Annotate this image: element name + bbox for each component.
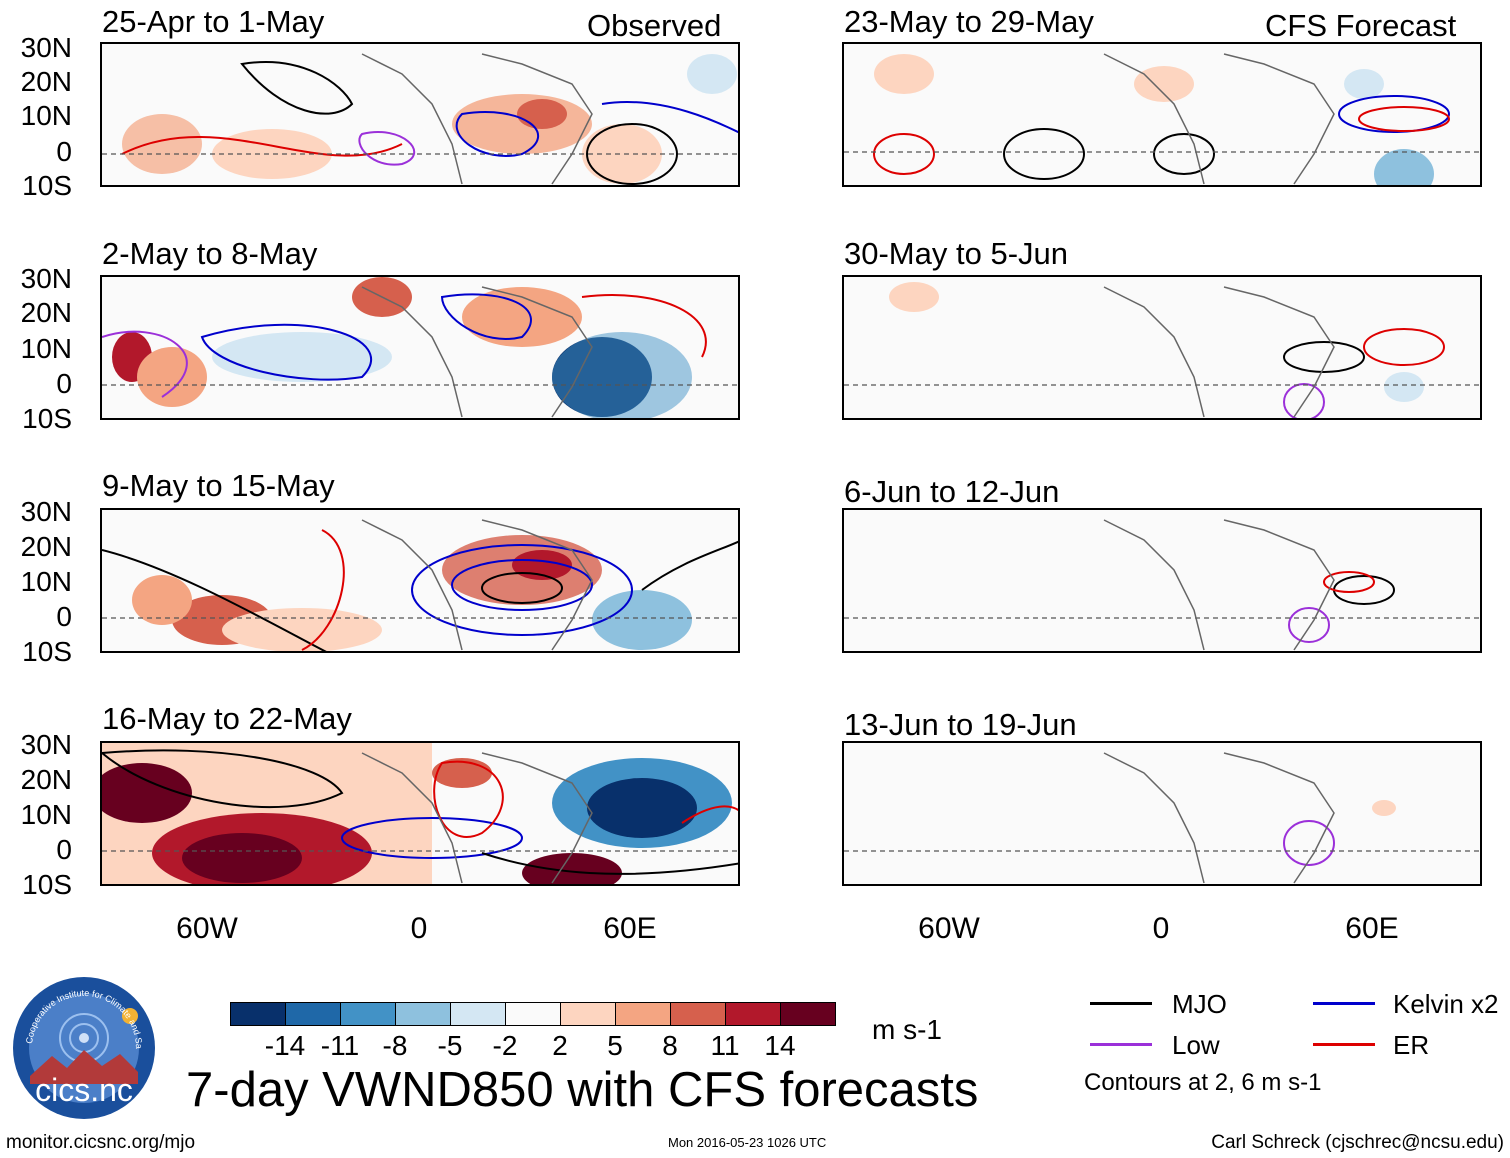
colorbar-cell — [780, 1002, 836, 1026]
lat-label: 20N — [20, 297, 72, 328]
lat-label: 10S — [22, 869, 72, 900]
forecast-header: CFS Forecast — [1265, 8, 1457, 43]
map-panel-left-3 — [100, 508, 740, 653]
lat-label: 10N — [20, 100, 72, 131]
panel-title-left-1: 25-Apr to 1-May — [102, 4, 325, 39]
lon-label-right-60e: 60E — [1345, 912, 1399, 945]
colorbar-cell — [395, 1002, 451, 1026]
footer-url[interactable]: monitor.cicsnc.org/mjo — [6, 1132, 196, 1153]
colorbar-label: 11 — [710, 1030, 740, 1061]
colorbar-unit: m s-1 — [872, 1014, 942, 1045]
lat-label: 10S — [22, 170, 72, 201]
lat-label: 30N — [20, 32, 72, 63]
colorbar-label: -2 — [492, 1030, 518, 1061]
lon-label-right-0: 0 — [1152, 912, 1170, 945]
footer-timestamp: Mon 2016-05-23 1026 UTC — [668, 1135, 827, 1150]
lon-label-right-60w: 60W — [918, 912, 980, 945]
colorbar-cell — [560, 1002, 616, 1026]
colorbar-cell — [615, 1002, 671, 1026]
map-panel-left-4 — [100, 741, 740, 886]
colorbar-cell — [340, 1002, 396, 1026]
lat-label: 20N — [20, 764, 72, 795]
legend-line-er — [1313, 1043, 1375, 1046]
lat-label: 0 — [56, 136, 72, 167]
legend-label-mjo: MJO — [1172, 989, 1227, 1019]
lat-label: 10N — [20, 566, 72, 597]
panel-title-left-3: 9-May to 15-May — [102, 468, 335, 503]
lat-label: 0 — [56, 601, 72, 632]
lon-label-left-60e: 60E — [603, 912, 657, 945]
cicsnc-logo: Cooperative Institute for Climate and Sa… — [9, 968, 156, 1120]
figure-title: 7-day VWND850 with CFS forecasts — [186, 1063, 979, 1117]
colorbar-label: 8 — [662, 1030, 678, 1061]
panel-title-right-1: 23-May to 29-May — [844, 4, 1094, 39]
legend-note: Contours at 2, 6 m s-1 — [1084, 1069, 1322, 1096]
lat-label: 30N — [20, 729, 72, 760]
lon-label-left-60w: 60W — [176, 912, 238, 945]
panel-title-right-4: 13-Jun to 19-Jun — [844, 707, 1077, 742]
colorbar-cell — [230, 1002, 286, 1026]
map-panel-left-1 — [100, 42, 740, 187]
observed-header: Observed — [587, 8, 722, 43]
colorbar-label: -8 — [382, 1030, 408, 1061]
colorbar-cell — [285, 1002, 341, 1026]
colorbar-label: -5 — [437, 1030, 463, 1061]
panel-title-left-4: 16-May to 22-May — [102, 701, 352, 736]
map-panel-right-1 — [842, 42, 1482, 187]
lat-label: 30N — [20, 496, 72, 527]
legend-line-kelvin — [1313, 1002, 1375, 1005]
lat-label: 0 — [56, 368, 72, 399]
legend-line-mjo — [1090, 1002, 1152, 1005]
panel-title-right-2: 30-May to 5-Jun — [844, 236, 1068, 271]
map-panel-right-3 — [842, 508, 1482, 653]
map-panel-right-4 — [842, 741, 1482, 886]
colorbar-cell — [670, 1002, 726, 1026]
footer-author: Carl Schreck (cjschrec@ncsu.edu) — [1211, 1132, 1504, 1153]
lon-label-left-0: 0 — [410, 912, 428, 945]
colorbar-label: 5 — [607, 1030, 623, 1061]
panel-title-left-2: 2-May to 8-May — [102, 236, 318, 271]
colorbar-cell — [450, 1002, 506, 1026]
lat-label: 10N — [20, 799, 72, 830]
lat-label: 10S — [22, 636, 72, 667]
colorbar-cell — [725, 1002, 781, 1026]
colorbar-label: -14 — [264, 1030, 306, 1061]
colorbar-label: 2 — [552, 1030, 568, 1061]
lat-label: 10N — [20, 333, 72, 364]
colorbar-label: -11 — [320, 1030, 360, 1061]
map-panel-right-2 — [842, 275, 1482, 420]
logo-text: cics.nc — [35, 1072, 133, 1108]
lat-label: 30N — [20, 263, 72, 294]
lat-label: 20N — [20, 66, 72, 97]
lat-label: 10S — [22, 403, 72, 434]
legend-label-er: ER — [1393, 1030, 1430, 1060]
lat-label: 20N — [20, 531, 72, 562]
colorbar-cell — [505, 1002, 561, 1026]
colorbar-label: 14 — [764, 1030, 796, 1061]
panel-title-right-3: 6-Jun to 12-Jun — [844, 474, 1060, 509]
legend-label-low: Low — [1172, 1030, 1220, 1060]
map-panel-left-2 — [100, 275, 740, 420]
legend-line-low — [1090, 1043, 1152, 1046]
legend-label-kelvin: Kelvin x2 — [1393, 989, 1499, 1019]
lat-label: 0 — [56, 834, 72, 865]
